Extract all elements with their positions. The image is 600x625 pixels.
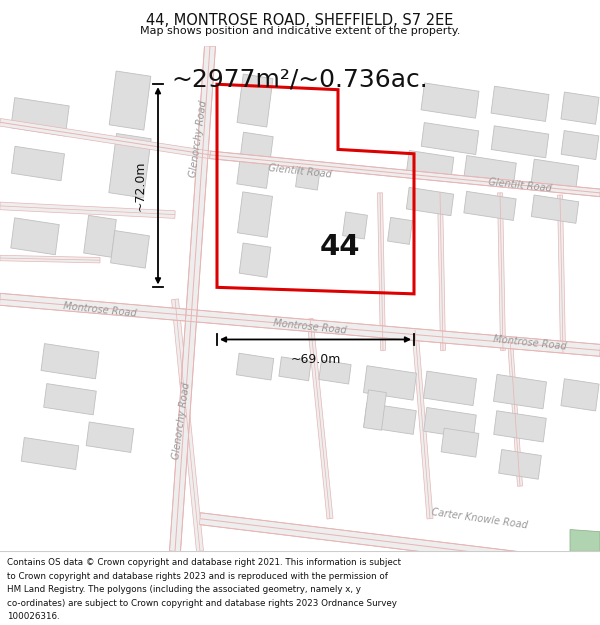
Text: Glentilt Road: Glentilt Road bbox=[488, 177, 552, 194]
Text: Glenorchy Road: Glenorchy Road bbox=[170, 382, 191, 460]
Polygon shape bbox=[497, 192, 505, 351]
Polygon shape bbox=[531, 159, 579, 189]
Text: co-ordinates) are subject to Crown copyright and database rights 2023 Ordnance S: co-ordinates) are subject to Crown copyr… bbox=[7, 599, 397, 608]
Text: 100026316.: 100026316. bbox=[7, 612, 60, 621]
Text: to Crown copyright and database rights 2023 and is reproduced with the permissio: to Crown copyright and database rights 2… bbox=[7, 571, 388, 581]
Polygon shape bbox=[464, 191, 516, 221]
Polygon shape bbox=[561, 92, 599, 124]
Polygon shape bbox=[406, 188, 454, 216]
Polygon shape bbox=[364, 403, 416, 434]
Polygon shape bbox=[421, 122, 479, 154]
Polygon shape bbox=[239, 243, 271, 278]
Polygon shape bbox=[21, 438, 79, 469]
Polygon shape bbox=[199, 512, 600, 574]
Polygon shape bbox=[424, 371, 476, 406]
Text: Montrose Road: Montrose Road bbox=[63, 301, 137, 319]
Polygon shape bbox=[209, 151, 600, 197]
Polygon shape bbox=[491, 126, 549, 158]
Polygon shape bbox=[424, 408, 476, 439]
Polygon shape bbox=[561, 131, 599, 159]
Text: Montrose Road: Montrose Road bbox=[273, 318, 347, 335]
Polygon shape bbox=[494, 411, 546, 442]
Polygon shape bbox=[237, 132, 273, 188]
Polygon shape bbox=[0, 293, 600, 356]
Polygon shape bbox=[110, 231, 149, 268]
Text: HM Land Registry. The polygons (including the associated geometry, namely x, y: HM Land Registry. The polygons (includin… bbox=[7, 585, 361, 594]
Polygon shape bbox=[570, 529, 600, 551]
Polygon shape bbox=[491, 86, 549, 121]
Polygon shape bbox=[279, 357, 311, 381]
Polygon shape bbox=[170, 46, 215, 552]
Polygon shape bbox=[532, 195, 578, 223]
Polygon shape bbox=[0, 255, 100, 263]
Polygon shape bbox=[557, 195, 565, 352]
Polygon shape bbox=[11, 218, 59, 255]
Text: 44: 44 bbox=[320, 233, 360, 261]
Polygon shape bbox=[412, 329, 433, 519]
Polygon shape bbox=[296, 163, 320, 190]
Polygon shape bbox=[11, 98, 69, 136]
Polygon shape bbox=[343, 212, 367, 239]
Polygon shape bbox=[109, 71, 151, 130]
Polygon shape bbox=[41, 344, 99, 379]
Polygon shape bbox=[508, 339, 523, 486]
Polygon shape bbox=[406, 151, 454, 181]
Polygon shape bbox=[109, 134, 151, 198]
Text: Map shows position and indicative extent of the property.: Map shows position and indicative extent… bbox=[140, 26, 460, 36]
Polygon shape bbox=[364, 366, 416, 400]
Polygon shape bbox=[464, 156, 516, 187]
Polygon shape bbox=[561, 379, 599, 411]
Text: Glentilt Road: Glentilt Road bbox=[268, 163, 332, 179]
Polygon shape bbox=[494, 374, 547, 409]
Polygon shape bbox=[86, 422, 134, 452]
Polygon shape bbox=[84, 216, 116, 258]
Polygon shape bbox=[237, 74, 273, 127]
Polygon shape bbox=[437, 192, 445, 351]
Text: Glenorchy Road: Glenorchy Road bbox=[188, 99, 208, 178]
Polygon shape bbox=[236, 353, 274, 380]
Polygon shape bbox=[499, 449, 541, 479]
Text: Carter Knowle Road: Carter Knowle Road bbox=[431, 507, 529, 531]
Polygon shape bbox=[388, 217, 412, 244]
Polygon shape bbox=[319, 360, 351, 384]
Polygon shape bbox=[44, 384, 96, 415]
Polygon shape bbox=[0, 119, 211, 159]
Polygon shape bbox=[364, 390, 386, 430]
Polygon shape bbox=[172, 299, 203, 552]
Text: 44, MONTROSE ROAD, SHEFFIELD, S7 2EE: 44, MONTROSE ROAD, SHEFFIELD, S7 2EE bbox=[146, 13, 454, 28]
Text: Contains OS data © Crown copyright and database right 2021. This information is : Contains OS data © Crown copyright and d… bbox=[7, 558, 401, 567]
Text: ~2977m²/~0.736ac.: ~2977m²/~0.736ac. bbox=[172, 68, 428, 92]
Polygon shape bbox=[11, 146, 64, 181]
Text: ~69.0m: ~69.0m bbox=[290, 352, 341, 366]
Polygon shape bbox=[441, 428, 479, 457]
Polygon shape bbox=[421, 83, 479, 118]
Polygon shape bbox=[307, 319, 333, 519]
Text: Montrose Road: Montrose Road bbox=[493, 334, 567, 351]
Polygon shape bbox=[377, 192, 385, 351]
Polygon shape bbox=[0, 202, 175, 218]
Polygon shape bbox=[238, 192, 272, 238]
Text: ~72.0m: ~72.0m bbox=[133, 161, 146, 211]
